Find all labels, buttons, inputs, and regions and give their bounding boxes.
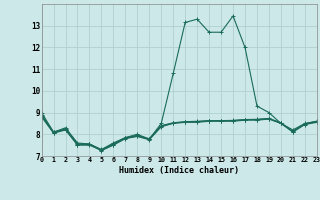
X-axis label: Humidex (Indice chaleur): Humidex (Indice chaleur) <box>119 166 239 175</box>
